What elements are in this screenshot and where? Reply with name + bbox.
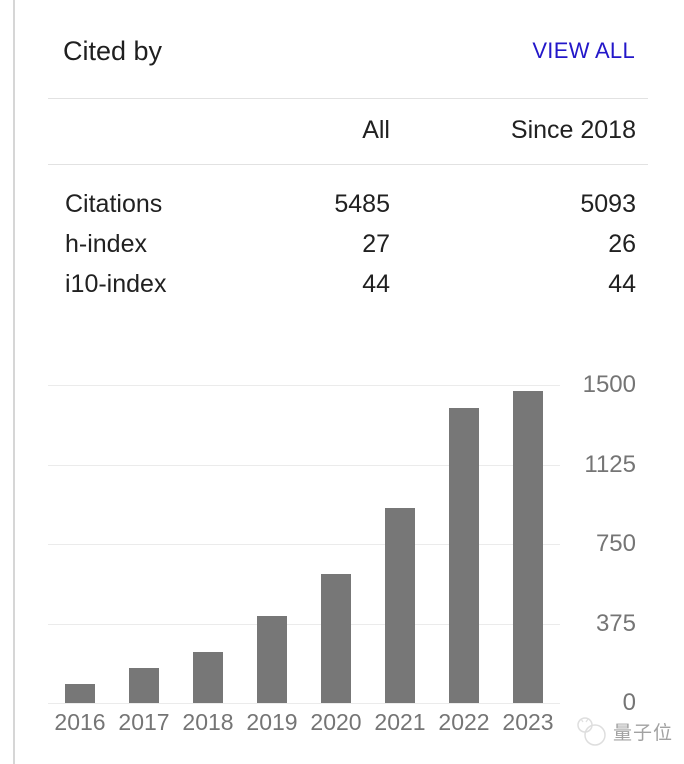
gridline-375 xyxy=(48,623,560,625)
chart-y-axis-labels: 0 375 750 1125 1500 xyxy=(560,372,648,717)
y-tick-label-0: 0 xyxy=(622,689,636,716)
chart-plot-area xyxy=(48,385,560,704)
x-tick-label-2023: 2023 xyxy=(502,709,554,735)
qbitai-watermark: 量子位 xyxy=(576,716,673,746)
column-header-since-2018: Since 2018 xyxy=(510,116,636,144)
i10-index-label: i10-index xyxy=(65,269,167,298)
i10-index-all-value: 44 xyxy=(362,269,390,298)
x-tick-label-2018: 2018 xyxy=(182,709,234,735)
citations-label: Citations xyxy=(65,189,163,218)
citations-all-value: 5485 xyxy=(334,189,390,218)
gridline-0 xyxy=(48,703,560,704)
y-tick-label-750: 750 xyxy=(595,530,636,557)
h-index-all-value: 27 xyxy=(362,229,390,258)
citations-per-year-chart: 0 375 750 1125 1500 2016 2017 2018 2019 2020 2021… xyxy=(48,360,648,764)
gridline-750 xyxy=(48,544,560,545)
gridline-1125 xyxy=(48,464,560,466)
stats-header-row: All Since 2018 xyxy=(48,99,648,165)
bar-2017[interactable] xyxy=(129,668,159,703)
chart-x-axis-labels: 2016 2017 2018 2019 2020 2021 2022 2023 xyxy=(48,709,560,735)
y-tick-label-1500: 1500 xyxy=(582,371,636,398)
bar-2019[interactable] xyxy=(257,616,287,703)
table-row-citations: Citations 5485 5093 xyxy=(65,184,636,224)
bar-2023[interactable] xyxy=(513,391,543,703)
bar-2021[interactable] xyxy=(385,507,415,703)
cited-by-title: Cited by xyxy=(63,36,163,66)
column-header-all: All xyxy=(362,116,390,144)
bar-2018[interactable] xyxy=(193,652,223,703)
x-tick-label-2022: 2022 xyxy=(438,709,490,735)
table-row-i10-index: i10-index 44 44 xyxy=(65,264,636,304)
y-tick-label-375: 375 xyxy=(595,609,636,637)
x-tick-label-2021: 2021 xyxy=(374,709,426,735)
qbitai-cat-logo-icon xyxy=(576,716,606,746)
citations-since-value: 5093 xyxy=(580,189,636,218)
h-index-since-value: 26 xyxy=(608,229,636,258)
qbitai-watermark-text: 量子位 xyxy=(613,722,674,744)
bar-2016[interactable] xyxy=(65,683,95,703)
gridline-1500 xyxy=(48,385,560,386)
bar-2020[interactable] xyxy=(321,573,351,703)
table-row-h-index: h-index 27 26 xyxy=(65,224,636,264)
x-tick-label-2017: 2017 xyxy=(118,709,170,735)
quote-left-border xyxy=(13,0,15,764)
cited-by-header: Cited by VIEW ALL xyxy=(48,0,648,99)
view-all-link[interactable]: VIEW ALL xyxy=(532,38,635,63)
h-index-label: h-index xyxy=(65,229,147,258)
y-tick-label-1125: 1125 xyxy=(584,450,636,478)
stats-header-spacer xyxy=(65,115,250,145)
i10-index-since-value: 44 xyxy=(608,269,636,298)
cited-by-card: Cited by VIEW ALL All Since 2018 Citatio… xyxy=(48,0,648,304)
x-tick-label-2019: 2019 xyxy=(246,709,298,735)
x-tick-label-2016: 2016 xyxy=(54,709,106,735)
x-tick-label-2020: 2020 xyxy=(310,709,362,735)
bar-2022[interactable] xyxy=(449,408,479,703)
stats-body: Citations 5485 5093 h-index 27 26 i10-in… xyxy=(48,165,648,304)
